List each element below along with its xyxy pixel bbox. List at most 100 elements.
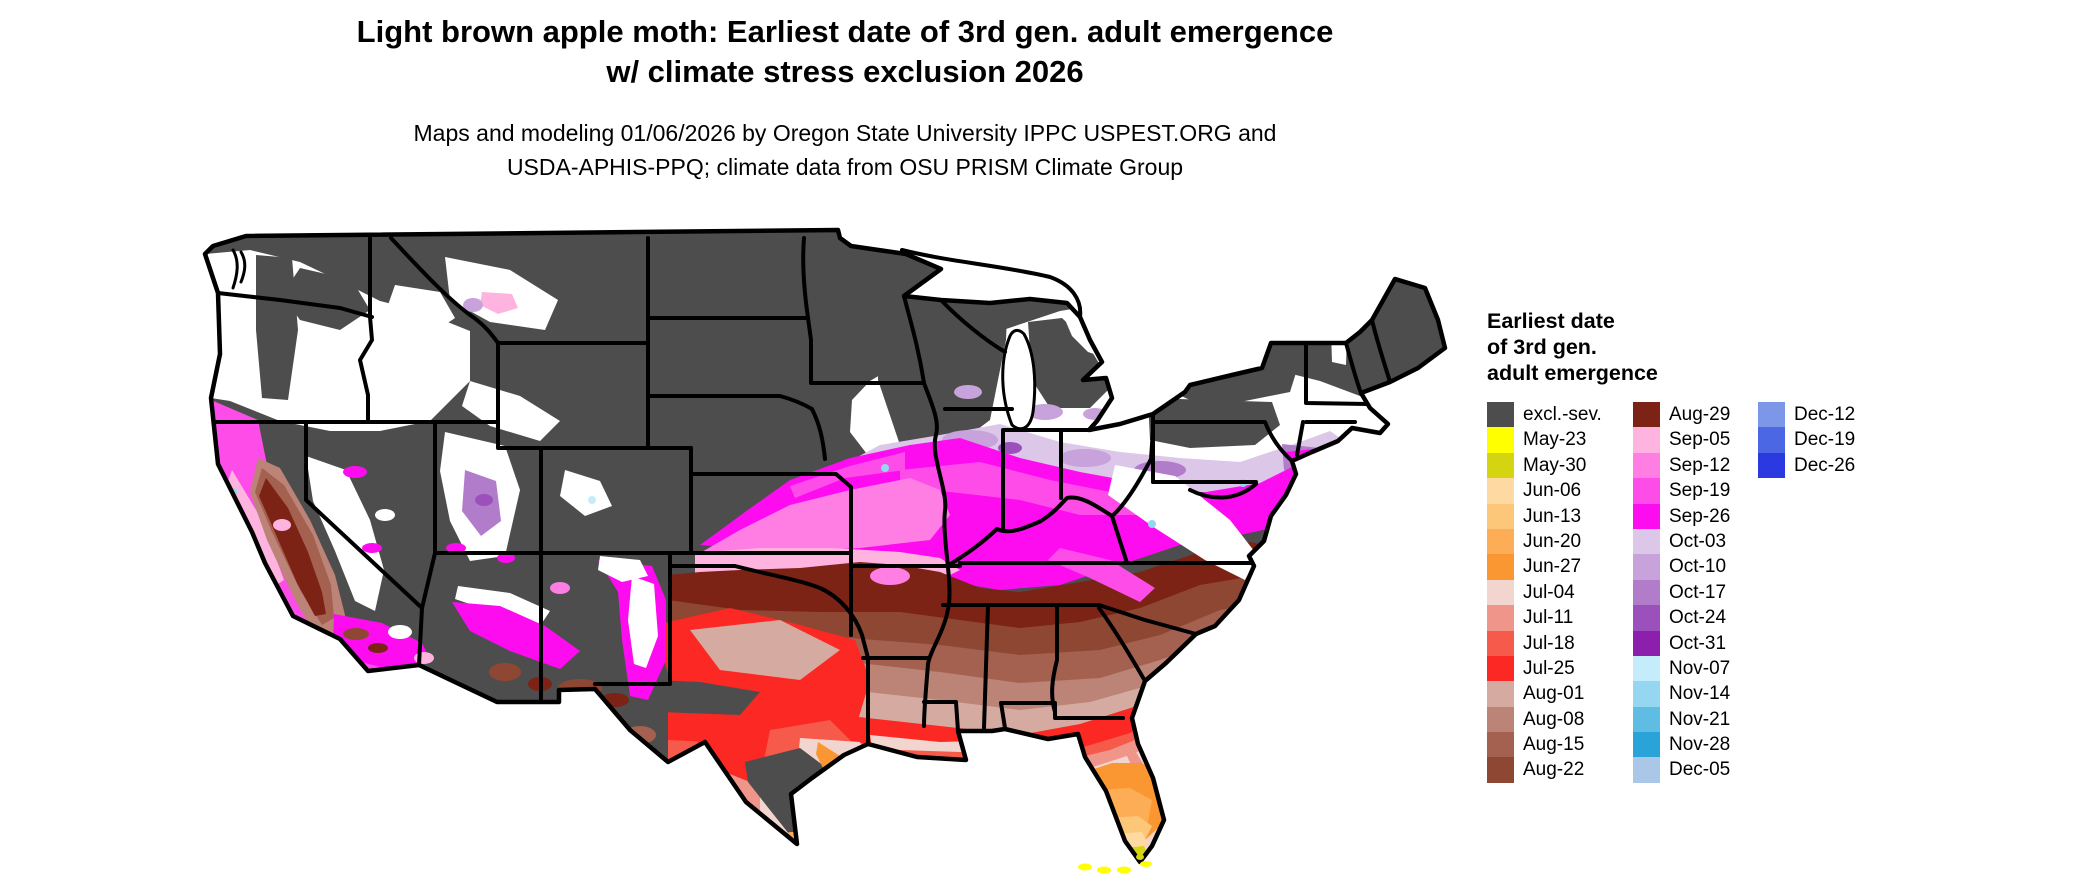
- legend-row-nov21: Nov-21: [1633, 706, 1731, 733]
- border-ny-vt-ma: [1304, 341, 1370, 406]
- legend-label-nov14: Nov-14: [1669, 683, 1731, 705]
- legend-swatch-may30: [1487, 452, 1514, 479]
- region-az-pink-dot: [550, 582, 570, 594]
- legend-label-nov21: Nov-21: [1669, 708, 1731, 730]
- legend-label-aug29: Aug-29: [1669, 404, 1731, 425]
- legend-label-aug01: Aug-01: [1523, 683, 1585, 705]
- region-oct10-accent-2: [1059, 449, 1111, 467]
- legend-row-jul18: Jul-18: [1487, 630, 1602, 656]
- legend-label-jun06: Jun-06: [1523, 480, 1582, 502]
- legend-label-oct03: Oct-03: [1669, 530, 1727, 552]
- legend-row-jul04: Jul-04: [1487, 579, 1602, 606]
- region-utah-magenta-2: [497, 553, 515, 563]
- legend-label-oct31: Oct-31: [1669, 632, 1727, 654]
- legend-label-jun20: Jun-20: [1523, 530, 1582, 552]
- border-ct-ny: [1295, 420, 1305, 457]
- legend-row-oct31: Oct-31: [1633, 630, 1730, 656]
- region-co-cyan-dot: [588, 496, 596, 504]
- region-nm-white-north: [598, 556, 648, 582]
- region-columbia-basin-pink: [480, 292, 518, 314]
- border-nh-me: [1370, 318, 1392, 384]
- region-az-mogollon-magenta: [452, 602, 580, 669]
- region-keys-yellow-3: [1117, 866, 1131, 874]
- legend-row-nov14: Nov-14: [1633, 681, 1731, 707]
- legend-swatch-jun20: [1487, 528, 1514, 555]
- legend-row-excl: excl.-sev.: [1487, 402, 1602, 428]
- legend-label-sep26: Sep-26: [1669, 505, 1731, 527]
- legend-row-sep26: Sep-26: [1633, 503, 1731, 529]
- region-ewash-gray: [282, 268, 370, 330]
- region-az-brown-1: [489, 663, 521, 681]
- legend-swatch-jul11: [1487, 605, 1514, 631]
- region-wisconsin-gray: [878, 240, 1010, 450]
- border-tn-south-nc-sc: [941, 603, 1198, 636]
- legend-row-oct03: Oct-03: [1633, 528, 1730, 555]
- region-nidaho-white: [388, 285, 455, 335]
- legend-column-1: excl.-sev. May-23 May-30 Jun-06 Jun-13 Jun-20…: [1487, 402, 1602, 783]
- legend-label-sep12: Sep-12: [1669, 454, 1731, 476]
- legend-label-jun27: Jun-27: [1523, 556, 1582, 578]
- region-keys-yellow-2: [1097, 866, 1111, 874]
- legend-label-aug22: Aug-22: [1523, 759, 1585, 781]
- map-outline-group: [202, 227, 1448, 865]
- legend-label-dec19: Dec-19: [1794, 429, 1856, 451]
- legend-column-3: Dec-12 Dec-19 Dec-26: [1758, 402, 1856, 479]
- subtitle-block: Maps and modeling 01/06/2026 by Oregon S…: [170, 116, 1520, 184]
- legend-swatch-jul04: [1487, 579, 1514, 606]
- legend-label-jul25: Jul-25: [1523, 657, 1575, 679]
- legend-row-oct17: Oct-17: [1633, 579, 1730, 606]
- legend-swatch-aug22: [1487, 757, 1514, 783]
- legend-title: Earliest date of 3rd gen. adult emergenc…: [1487, 308, 1747, 386]
- map-subtitle-line1: Maps and modeling 01/06/2026 by Oregon S…: [413, 120, 1277, 146]
- legend-swatch-aug29: [1633, 402, 1660, 428]
- region-oct10-accent-3: [1027, 404, 1063, 420]
- conus-outline: [202, 227, 1448, 865]
- legend-label-jul04: Jul-04: [1523, 581, 1575, 603]
- title-block: Light brown apple moth: Earliest date of…: [170, 12, 1520, 92]
- legend-label-dec05: Dec-05: [1669, 759, 1731, 781]
- legend-swatch-oct03: [1633, 528, 1660, 555]
- legend-row-jul11: Jul-11: [1487, 605, 1602, 631]
- legend-column-2: Aug-29 Sep-05 Sep-12 Sep-19 Sep-26 Oct-03 Oct-…: [1633, 402, 1730, 783]
- legend-label-may23: May-23: [1523, 429, 1587, 451]
- legend-row-dec12: Dec-12: [1758, 402, 1855, 428]
- border-fl-al-west: [999, 701, 1007, 730]
- region-vermont-white-strip: [1330, 300, 1348, 365]
- region-socal-brown-1: [343, 628, 369, 640]
- legend-row-jun06: Jun-06: [1487, 478, 1602, 504]
- legend-row-may30: May-30: [1487, 452, 1602, 479]
- region-keys-yellow-4: [1140, 861, 1152, 867]
- border-id-west: [358, 236, 374, 424]
- legend-swatch-jun06: [1487, 478, 1514, 504]
- region-sep12-kansas: [700, 478, 950, 553]
- legend-label-jul11: Jul-11: [1523, 607, 1574, 629]
- region-nv-white-dot: [375, 509, 395, 521]
- region-appalachian-white: [1108, 465, 1258, 580]
- legend-label-nov07: Nov-07: [1669, 657, 1731, 679]
- border-va-ky: [1110, 514, 1129, 565]
- legend-swatch-aug08: [1487, 706, 1514, 733]
- region-seidaho-white: [462, 381, 560, 441]
- legend-label-oct24: Oct-24: [1669, 607, 1727, 629]
- legend-row-sep05: Sep-05: [1633, 427, 1730, 453]
- region-cyan-speck-3: [1148, 520, 1156, 528]
- legend-label-nov28: Nov-28: [1669, 734, 1731, 756]
- legend-row-nov28: Nov-28: [1633, 732, 1731, 758]
- border-wa-or: [216, 291, 374, 319]
- legend-row-aug08: Aug-08: [1487, 706, 1602, 733]
- legend-title-line3: adult emergence: [1487, 361, 1658, 385]
- legend-label-aug15: Aug-15: [1523, 734, 1585, 756]
- legend-label-aug08: Aug-08: [1523, 708, 1585, 730]
- region-columbia-purple-dot: [463, 298, 483, 312]
- region-co-white: [560, 470, 612, 516]
- puget-sound-inlets: [231, 248, 247, 290]
- legend-row-jun27: Jun-27: [1487, 554, 1602, 580]
- border-vt-nh: [1344, 341, 1363, 395]
- region-stexas-gray: [745, 748, 832, 844]
- legend-row-aug29: Aug-29: [1633, 402, 1731, 428]
- border-pa-ny-nj: [1151, 420, 1294, 463]
- legend-title-line2: of 3rd gen.: [1487, 335, 1597, 359]
- region-texas-rose-pocket: [690, 620, 840, 680]
